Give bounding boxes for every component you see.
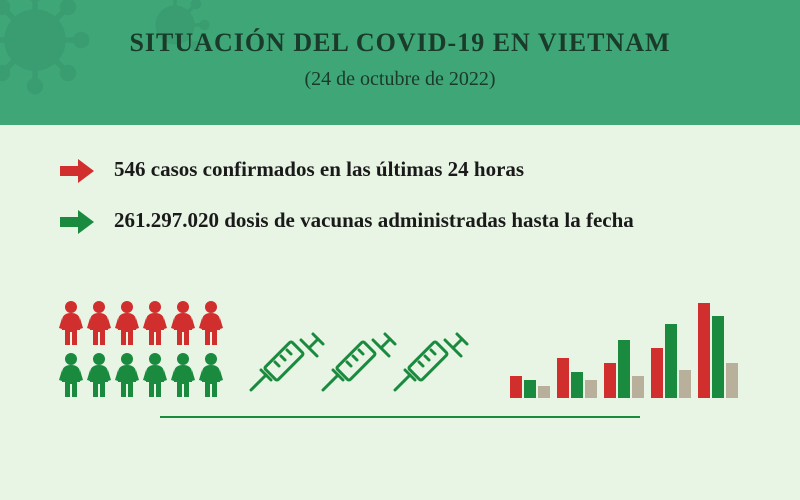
person-icon — [58, 352, 84, 398]
stat-row-doses: 261.297.020 dosis de vacunas administrad… — [60, 206, 740, 235]
chart-bar — [585, 380, 597, 398]
person-icon — [198, 300, 224, 346]
syringe-icon — [385, 328, 475, 398]
chart-bar — [604, 363, 616, 398]
main-title: SITUACIÓN DEL COVID-19 EN VIETNAM — [0, 28, 800, 58]
chart-bar — [665, 324, 677, 398]
chart-bar — [679, 370, 691, 398]
chart-bar — [557, 358, 569, 398]
infographic-container: SITUACIÓN DEL COVID-19 EN VIETNAM (24 de… — [0, 0, 800, 500]
content-area: 546 casos confirmados en las últimas 24 … — [0, 125, 800, 236]
arrow-icon — [60, 210, 94, 234]
people-row-bottom — [58, 352, 224, 398]
chart-bar — [698, 303, 710, 398]
person-icon — [198, 352, 224, 398]
syringe-icons-group — [259, 328, 475, 398]
illustration-row — [0, 258, 800, 398]
chart-bar — [510, 376, 522, 398]
arrow-icon — [60, 159, 94, 183]
bar-group — [557, 358, 597, 398]
person-icon — [142, 300, 168, 346]
bar-group — [698, 303, 738, 398]
date-subtitle: (24 de octubre de 2022) — [0, 68, 800, 91]
people-row-top — [58, 300, 224, 346]
header-banner: SITUACIÓN DEL COVID-19 EN VIETNAM (24 de… — [0, 0, 800, 125]
chart-bar — [651, 348, 663, 398]
chart-bar — [524, 380, 536, 398]
chart-bar — [571, 372, 583, 398]
bar-chart — [510, 288, 742, 398]
stat-row-cases: 546 casos confirmados en las últimas 24 … — [60, 155, 740, 184]
person-icon — [86, 352, 112, 398]
people-icons-group — [58, 300, 224, 398]
stat-text-doses: 261.297.020 dosis de vacunas administrad… — [114, 206, 634, 235]
person-icon — [142, 352, 168, 398]
bar-group — [651, 324, 691, 398]
chart-bar — [712, 316, 724, 398]
person-icon — [86, 300, 112, 346]
person-icon — [114, 300, 140, 346]
stat-text-cases: 546 casos confirmados en las últimas 24 … — [114, 155, 524, 184]
divider-line — [160, 416, 640, 418]
chart-bar — [618, 340, 630, 398]
person-icon — [170, 300, 196, 346]
chart-bar — [538, 386, 550, 398]
bar-group — [604, 340, 644, 398]
person-icon — [114, 352, 140, 398]
person-icon — [170, 352, 196, 398]
chart-bar — [726, 363, 738, 398]
bar-group — [510, 376, 550, 398]
chart-bar — [632, 376, 644, 398]
person-icon — [58, 300, 84, 346]
